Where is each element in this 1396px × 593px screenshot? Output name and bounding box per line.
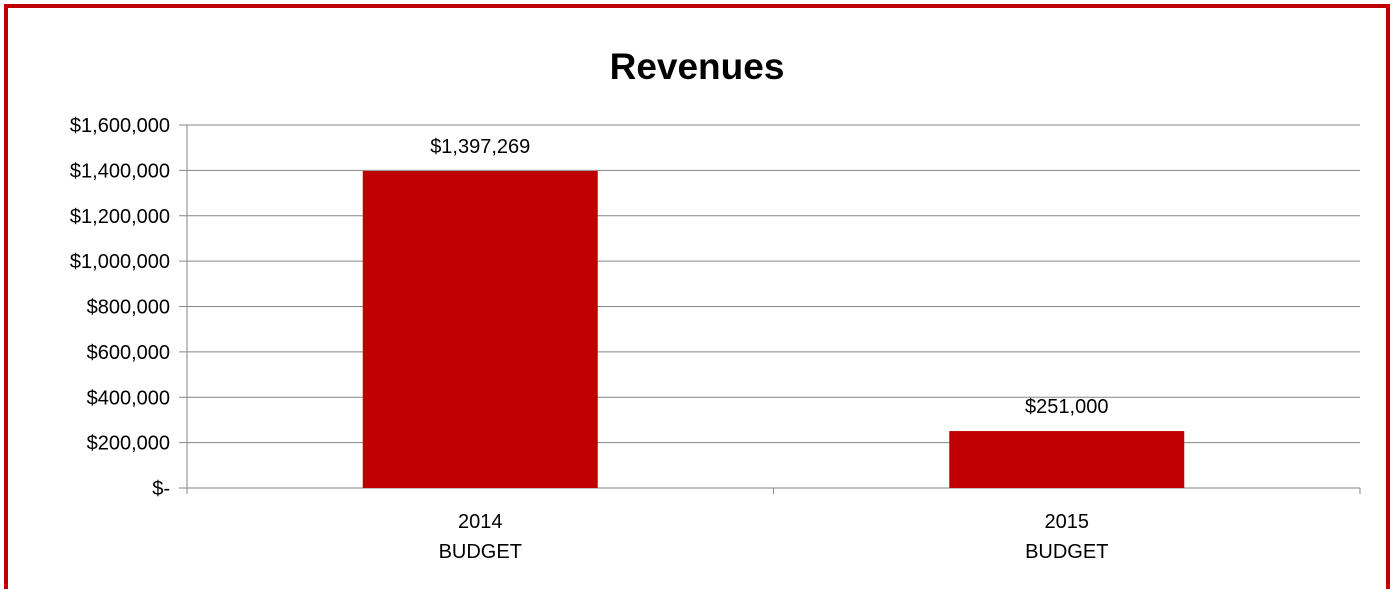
x-category-label: 2015: [1045, 511, 1090, 533]
y-tick-label: $200,000: [87, 433, 170, 455]
data-label: $1,397,269: [430, 136, 530, 158]
x-category-label: 2014: [458, 511, 503, 533]
y-tick-label: $600,000: [87, 342, 170, 364]
y-tick-label: $-: [152, 478, 170, 500]
y-tick-label: $400,000: [87, 387, 170, 409]
chart-title: Revenues: [609, 46, 785, 87]
bar: [362, 170, 598, 488]
chart-frame: Revenues $- $200,000 $400,000 $600,000 $800,…: [4, 4, 1390, 589]
bar-chart: $- $200,000 $400,000 $600,000 $800,000 $1,000…: [70, 115, 1361, 563]
x-category-label: BUDGET: [1025, 541, 1108, 563]
y-tick-label: $1,200,000: [70, 206, 170, 228]
bar: [949, 431, 1185, 488]
data-label: $251,000: [1025, 396, 1108, 418]
y-tick-label: $1,400,000: [70, 160, 170, 182]
y-tick-label: $1,000,000: [70, 251, 170, 273]
y-tick-label: $800,000: [87, 297, 170, 319]
x-category-label: BUDGET: [439, 541, 522, 563]
y-tick-label: $1,600,000: [70, 115, 170, 137]
